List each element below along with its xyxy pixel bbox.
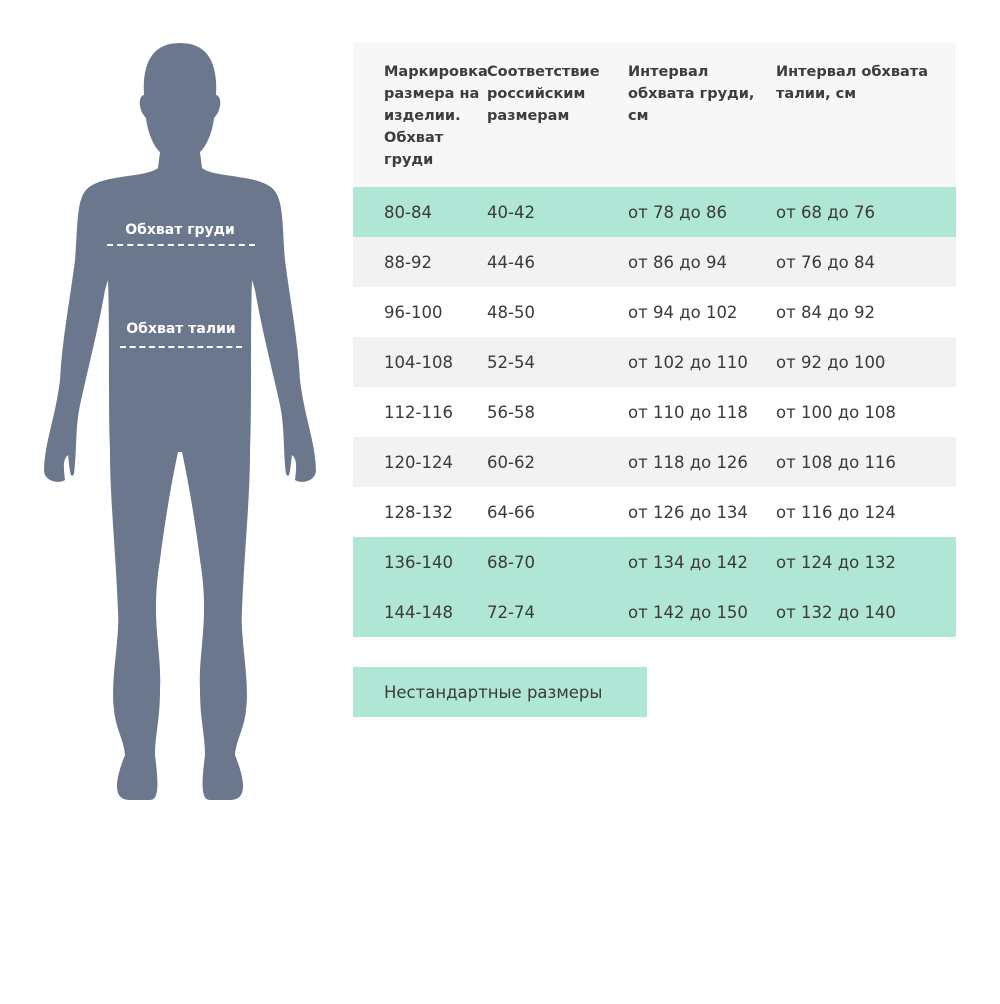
table-cell: от 118 до 126 (628, 452, 748, 472)
table-cell: от 78 до 86 (628, 202, 727, 222)
table-cell: от 86 до 94 (628, 252, 727, 272)
table-cell: 60-62 (487, 452, 535, 472)
table-cell: от 116 до 124 (776, 502, 896, 522)
header-russian-size: Соответствие российским размерам (487, 64, 600, 124)
table-cell: от 94 до 102 (628, 302, 738, 322)
table-cell: от 108 до 116 (776, 452, 896, 472)
table-cell: 64-66 (487, 502, 535, 522)
table-cell: 56-58 (487, 402, 535, 422)
table-row: 104-108 52-54 от 102 до 110 от 92 до 100 (353, 337, 956, 387)
table-cell: 48-50 (487, 302, 535, 322)
waist-label: Обхват талии (126, 321, 236, 337)
chest-line (107, 244, 255, 246)
table-header: Маркировка размера на изделии. Обхват гр… (353, 43, 956, 187)
table-row: 128-132 64-66 от 126 до 134 от 116 до 124 (353, 487, 956, 537)
table-cell: от 134 до 142 (628, 552, 748, 572)
table-cell: 80-84 (384, 202, 432, 222)
waist-line (120, 346, 242, 348)
table-cell: 104-108 (384, 352, 453, 372)
table-cell: от 110 до 118 (628, 402, 748, 422)
table-row: 96-100 48-50 от 94 до 102 от 84 до 92 (353, 287, 956, 337)
table-cell: от 68 до 76 (776, 202, 875, 222)
table-cell: 40-42 (487, 202, 535, 222)
body-silhouette-figure: Обхват груди Обхват талии (0, 0, 360, 1000)
table-row: 120-124 60-62 от 118 до 126 от 108 до 116 (353, 437, 956, 487)
table-cell: 112-116 (384, 402, 453, 422)
table-cell: 52-54 (487, 352, 535, 372)
table-cell: от 76 до 84 (776, 252, 875, 272)
table-cell: 72-74 (487, 602, 535, 622)
header-size-marking: Маркировка размера на изделии. Обхват гр… (384, 64, 488, 168)
table-cell: 144-148 (384, 602, 453, 622)
table-cell: 120-124 (384, 452, 453, 472)
table-cell: 128-132 (384, 502, 453, 522)
table-cell: 96-100 (384, 302, 443, 322)
table-cell: от 92 до 100 (776, 352, 886, 372)
table-cell: от 102 до 110 (628, 352, 748, 372)
table-row: 112-116 56-58 от 110 до 118 от 100 до 108 (353, 387, 956, 437)
table-cell: 44-46 (487, 252, 535, 272)
table-cell: от 126 до 134 (628, 502, 748, 522)
table-cell: от 84 до 92 (776, 302, 875, 322)
table-row: 144-148 72-74 от 142 до 150 от 132 до 140 (353, 587, 956, 637)
header-waist-range: Интервал обхвата талии, см (776, 64, 928, 102)
table-cell: 136-140 (384, 552, 453, 572)
table-row: 88-92 44-46 от 86 до 94 от 76 до 84 (353, 237, 956, 287)
table-cell: от 100 до 108 (776, 402, 896, 422)
table-cell: 88-92 (384, 252, 432, 272)
table-row: 136-140 68-70 от 134 до 142 от 124 до 132 (353, 537, 956, 587)
table-cell: от 132 до 140 (776, 602, 896, 622)
chest-label: Обхват груди (125, 222, 235, 238)
table-cell: 68-70 (487, 552, 535, 572)
header-chest-range: Интервал обхвата груди, см (628, 64, 755, 124)
size-table: Маркировка размера на изделии. Обхват гр… (353, 43, 956, 637)
human-silhouette-icon (44, 43, 316, 800)
table-row: 80-84 40-42 от 78 до 86 от 68 до 76 (353, 187, 956, 237)
table-cell: от 142 до 150 (628, 602, 748, 622)
nonstandard-sizes-button[interactable]: Нестандартные размеры (353, 667, 647, 717)
table-cell: от 124 до 132 (776, 552, 896, 572)
